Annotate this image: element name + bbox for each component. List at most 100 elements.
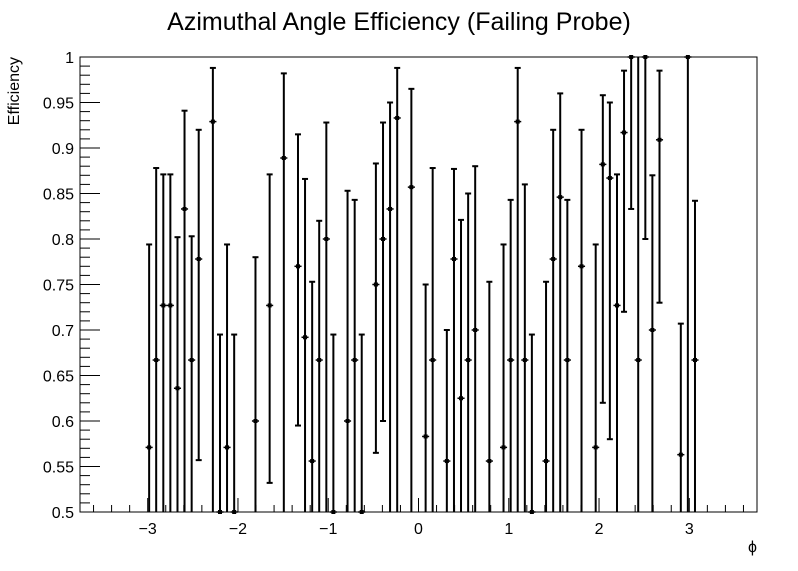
data-point (507, 198, 515, 512)
data-point (329, 333, 337, 514)
data-point (648, 174, 656, 512)
point-marker (650, 328, 655, 332)
y-axis-tick-labels: 0.5 0.55 0.6 0.65 0.7 0.75 0.8 0.85 0.9 0.95 1 (43, 50, 74, 522)
data-point (251, 256, 260, 512)
data-point (358, 333, 366, 514)
point-marker (395, 115, 400, 120)
data-point (485, 280, 493, 512)
point-marker (175, 386, 180, 391)
data-point (315, 219, 323, 512)
data-point (393, 66, 401, 512)
data-point (379, 121, 387, 422)
data-point (422, 283, 430, 512)
data-point (188, 235, 196, 512)
data-point (166, 173, 174, 512)
point-marker (430, 358, 435, 363)
data-point (223, 243, 231, 512)
data-point (407, 87, 415, 512)
data-point (684, 55, 692, 512)
data-point (266, 173, 274, 484)
point-marker (692, 358, 697, 363)
data-point (528, 333, 536, 514)
data-point (386, 101, 394, 512)
data-point (641, 55, 649, 240)
data-point (152, 167, 160, 512)
chart-title: Azimuthal Angle Efficiency (Failing Prob… (167, 8, 631, 36)
plot-frame (79, 56, 758, 513)
point-marker (317, 358, 322, 363)
data-point (499, 243, 508, 512)
point-marker (154, 358, 159, 363)
x-tick-label: −3 (139, 521, 157, 538)
point-marker (529, 510, 534, 514)
point-marker (331, 510, 336, 514)
data-point (521, 183, 529, 512)
point-marker (636, 358, 641, 363)
point-marker (473, 328, 478, 332)
data-point (577, 128, 586, 512)
point-marker (147, 445, 152, 450)
data-point (613, 173, 621, 512)
point-marker (359, 510, 364, 514)
point-marker (409, 185, 414, 190)
data-point (301, 177, 309, 512)
y-tick-label: 0.5 (52, 505, 74, 522)
point-marker (310, 459, 315, 464)
point-marker (629, 55, 634, 59)
point-marker (643, 55, 648, 59)
point-marker (466, 358, 471, 363)
data-point (195, 128, 203, 462)
point-marker (607, 176, 612, 181)
point-marker (522, 358, 527, 363)
data-point (599, 94, 607, 404)
x-tick-label: 3 (685, 521, 694, 538)
data-point (159, 173, 167, 512)
point-marker (295, 264, 300, 269)
point-marker (487, 459, 492, 464)
point-marker (508, 358, 513, 363)
x-tick-label: 2 (595, 521, 604, 538)
point-marker (196, 257, 201, 262)
data-point (322, 121, 330, 512)
point-marker (593, 445, 598, 450)
data-point (627, 55, 635, 210)
data-point (294, 133, 302, 427)
point-marker (182, 206, 187, 211)
data-point (280, 72, 288, 512)
data-point (592, 243, 600, 512)
data-point (216, 333, 224, 514)
point-marker (161, 303, 166, 308)
y-tick-label: 0.65 (43, 369, 74, 386)
data-point (209, 66, 217, 512)
y-tick-label: 0.95 (43, 96, 74, 113)
x-tick-label: 1 (504, 521, 513, 538)
data-point (549, 128, 557, 512)
y-tick-label: 0.85 (43, 187, 74, 204)
data-point (145, 243, 153, 512)
point-marker (515, 119, 520, 124)
data-point (443, 329, 451, 512)
point-marker (373, 282, 378, 287)
point-marker (388, 206, 393, 211)
point-marker (225, 445, 230, 450)
data-point (344, 189, 352, 512)
point-marker (381, 237, 386, 241)
x-axis-tick-labels: −3 −2 −1 0 1 2 3 (139, 521, 694, 538)
y-tick-label: 0.55 (43, 460, 74, 477)
point-marker (267, 303, 272, 308)
data-point (351, 198, 359, 512)
point-marker (210, 119, 215, 124)
point-marker (345, 419, 350, 423)
point-marker (622, 130, 627, 135)
x-tick-label: −2 (229, 521, 247, 538)
x-tick-label: 0 (414, 521, 423, 538)
data-point (471, 165, 479, 512)
point-marker (614, 303, 619, 308)
y-tick-label: 0.8 (52, 232, 74, 249)
data-point (556, 92, 564, 512)
point-marker (579, 264, 584, 269)
data-point (620, 69, 628, 313)
y-tick-label: 0.9 (52, 141, 74, 158)
point-marker (657, 137, 662, 142)
